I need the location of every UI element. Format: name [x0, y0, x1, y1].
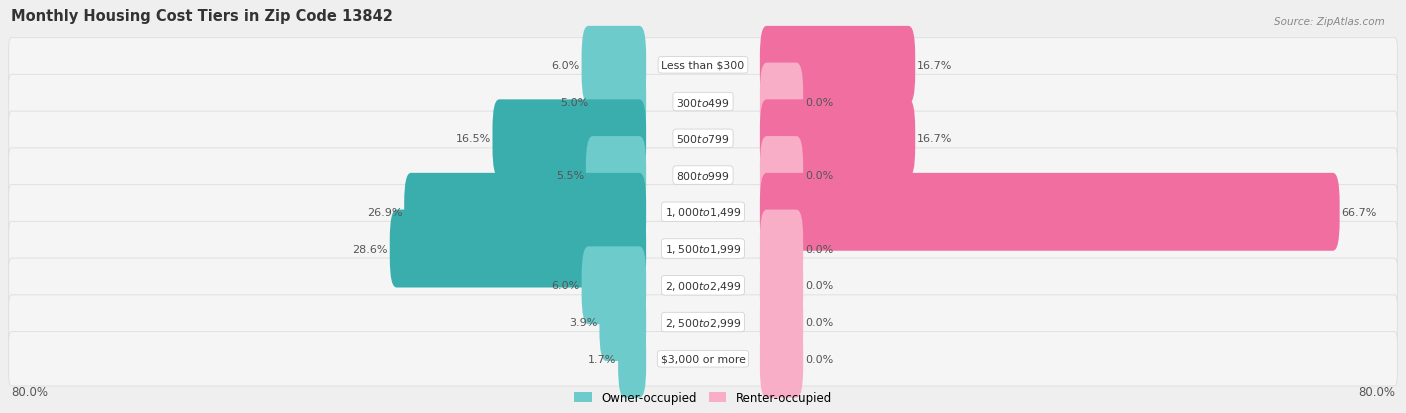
FancyBboxPatch shape: [8, 332, 1398, 386]
Text: 5.0%: 5.0%: [560, 97, 588, 107]
FancyBboxPatch shape: [599, 283, 647, 361]
FancyBboxPatch shape: [759, 173, 1340, 251]
FancyBboxPatch shape: [8, 259, 1398, 313]
Text: $1,500 to $1,999: $1,500 to $1,999: [665, 242, 741, 255]
FancyBboxPatch shape: [8, 149, 1398, 203]
Text: $300 to $499: $300 to $499: [676, 96, 730, 108]
FancyBboxPatch shape: [8, 185, 1398, 240]
Text: $800 to $999: $800 to $999: [676, 170, 730, 182]
FancyBboxPatch shape: [389, 210, 647, 288]
Text: Source: ZipAtlas.com: Source: ZipAtlas.com: [1274, 17, 1385, 26]
Text: 0.0%: 0.0%: [804, 354, 834, 364]
FancyBboxPatch shape: [8, 222, 1398, 276]
FancyBboxPatch shape: [586, 137, 647, 214]
FancyBboxPatch shape: [8, 75, 1398, 129]
Text: 6.0%: 6.0%: [551, 61, 579, 71]
Text: 6.0%: 6.0%: [551, 280, 579, 291]
Text: 5.5%: 5.5%: [555, 171, 583, 180]
Text: 0.0%: 0.0%: [804, 280, 834, 291]
FancyBboxPatch shape: [8, 295, 1398, 349]
FancyBboxPatch shape: [582, 247, 647, 325]
FancyBboxPatch shape: [759, 27, 915, 104]
FancyBboxPatch shape: [759, 64, 803, 141]
Text: 0.0%: 0.0%: [804, 317, 834, 327]
FancyBboxPatch shape: [8, 38, 1398, 93]
Text: 0.0%: 0.0%: [804, 244, 834, 254]
FancyBboxPatch shape: [619, 320, 647, 398]
Text: 1.7%: 1.7%: [588, 354, 616, 364]
Text: $1,000 to $1,499: $1,000 to $1,499: [665, 206, 741, 219]
Text: 26.9%: 26.9%: [367, 207, 402, 217]
FancyBboxPatch shape: [759, 283, 803, 361]
FancyBboxPatch shape: [404, 173, 647, 251]
Text: Less than $300: Less than $300: [661, 61, 745, 71]
Text: $2,000 to $2,499: $2,000 to $2,499: [665, 279, 741, 292]
FancyBboxPatch shape: [759, 137, 803, 214]
Text: 0.0%: 0.0%: [804, 97, 834, 107]
FancyBboxPatch shape: [492, 100, 647, 178]
FancyBboxPatch shape: [8, 112, 1398, 166]
FancyBboxPatch shape: [582, 27, 647, 104]
Text: 16.5%: 16.5%: [456, 134, 491, 144]
FancyBboxPatch shape: [759, 247, 803, 325]
FancyBboxPatch shape: [591, 64, 647, 141]
FancyBboxPatch shape: [759, 320, 803, 398]
FancyBboxPatch shape: [759, 100, 915, 178]
Text: 80.0%: 80.0%: [1358, 385, 1395, 399]
Text: Monthly Housing Cost Tiers in Zip Code 13842: Monthly Housing Cost Tiers in Zip Code 1…: [11, 9, 394, 24]
Text: 0.0%: 0.0%: [804, 171, 834, 180]
Text: 80.0%: 80.0%: [11, 385, 48, 399]
Text: 66.7%: 66.7%: [1341, 207, 1376, 217]
Text: $500 to $799: $500 to $799: [676, 133, 730, 145]
Text: 16.7%: 16.7%: [917, 134, 952, 144]
Text: 28.6%: 28.6%: [353, 244, 388, 254]
Legend: Owner-occupied, Renter-occupied: Owner-occupied, Renter-occupied: [569, 386, 837, 409]
Text: $3,000 or more: $3,000 or more: [661, 354, 745, 364]
Text: $2,500 to $2,999: $2,500 to $2,999: [665, 316, 741, 329]
FancyBboxPatch shape: [759, 210, 803, 288]
Text: 3.9%: 3.9%: [569, 317, 598, 327]
Text: 16.7%: 16.7%: [917, 61, 952, 71]
